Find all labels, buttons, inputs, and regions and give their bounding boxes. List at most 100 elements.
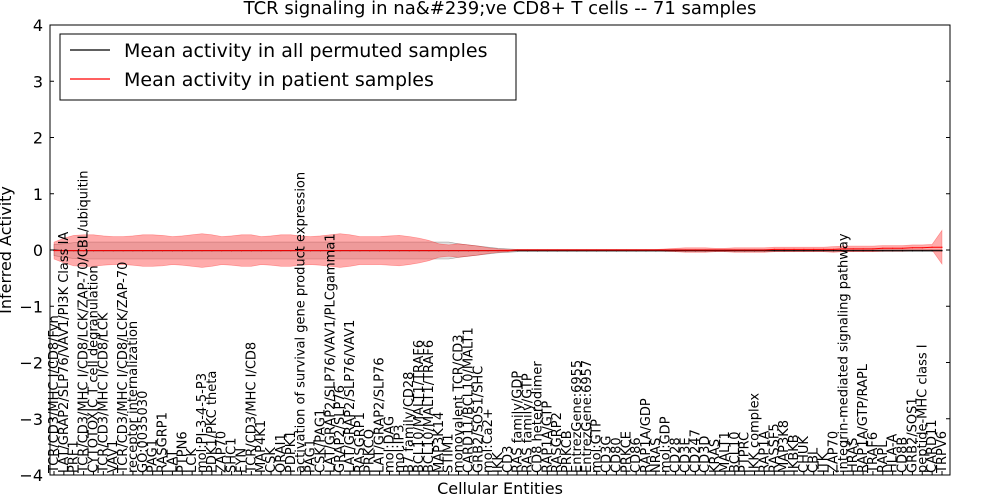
category-label: BCL10/MALT1/TRAF6 [422, 340, 437, 473]
y-tick-label: 2 [33, 129, 43, 148]
data-point [724, 249, 726, 251]
data-point [911, 247, 914, 249]
data-point [675, 249, 677, 251]
data-point [428, 250, 430, 252]
data-point [803, 250, 805, 252]
data-point [221, 250, 223, 252]
data-point [635, 249, 637, 251]
data-point [921, 250, 923, 252]
data-point [911, 250, 914, 252]
data-point [379, 250, 381, 252]
data-point [260, 250, 262, 252]
data-point [319, 250, 321, 252]
data-point [566, 249, 568, 251]
category-label: RAP1A/GDP [639, 398, 654, 473]
data-point [783, 250, 785, 252]
category-label: CARD11/BCL10/MALT1 [461, 327, 476, 473]
band-patient [53, 229, 943, 268]
category-label: receptor internalization [126, 321, 141, 473]
data-point [832, 250, 835, 252]
category-label: B7 family/CD28 [402, 372, 417, 473]
data-point [231, 250, 233, 252]
data-point [487, 250, 489, 252]
category-label: LAT/GRAP2/SLP76/VAV1 [343, 320, 358, 473]
category-label: LAT/GRAP2/SLP76/VAV1/PI3K Class IA [57, 232, 72, 473]
data-point [161, 250, 164, 252]
category-label: HRAS [846, 438, 861, 473]
category-label: mol:DAG [383, 416, 398, 473]
data-point [398, 250, 400, 252]
category-label: STIM1 [442, 433, 457, 473]
data-point [832, 248, 835, 250]
category-label: mol:GTP [590, 419, 605, 473]
category-label: PRKCQ [363, 429, 378, 473]
category-label: CD80 [609, 437, 624, 473]
data-point [813, 248, 815, 250]
category-label: RAPL [876, 440, 891, 473]
y-tick-label: −1 [19, 297, 43, 316]
data-point [122, 250, 124, 252]
data-point [418, 250, 420, 252]
data-point [556, 249, 558, 251]
data-point [438, 250, 440, 252]
category-label: BCL10/MALT1/TRAF6 [412, 340, 427, 473]
category-label: IKBKB [787, 434, 802, 473]
category-label: PRKCB [560, 430, 575, 473]
data-point [842, 250, 844, 252]
category-label: NRAS [649, 438, 664, 473]
data-point [852, 248, 854, 250]
data-point [773, 248, 775, 250]
data-point [842, 248, 844, 250]
data-point [941, 246, 943, 248]
category-label: RAS family/GDP [511, 371, 526, 473]
category-label: CD8B [896, 437, 911, 473]
category-label: CARD11 [925, 419, 940, 473]
data-point [211, 250, 213, 252]
data-point [191, 250, 193, 252]
category-label: TCR/CD3/MHC I/CD8 [244, 342, 259, 474]
category-label: integrin-mediated signaling pathway [836, 233, 851, 473]
data-point [892, 250, 894, 252]
category-label: PAG1 [146, 439, 161, 473]
data-point [753, 249, 756, 251]
category-label: GRB2/SOS1/SHC [471, 366, 486, 473]
category-label: GO:0035030 [136, 391, 151, 473]
category-labels: TCR/CD3/MHC I/CD8/FynLAT/GRAP2/SLP76/VAV… [47, 170, 950, 475]
data-point [655, 249, 657, 251]
category-label: TCR/CD3/MHC I/CD8/LCK/ZAP-70 [116, 262, 131, 474]
category-label: TRAF6 [866, 432, 881, 474]
category-label: EntrezGene:6957 [580, 360, 595, 473]
category-label: RASGRP2 [550, 412, 565, 473]
data-point [823, 248, 825, 250]
category-label: MAP3K8 [777, 420, 792, 473]
data-point [625, 249, 627, 251]
category-label: CD3D [698, 436, 713, 473]
data-point [477, 250, 479, 252]
category-label: CD86 [629, 437, 644, 473]
category-label: CSK [264, 447, 279, 473]
data-point [250, 250, 252, 252]
y-tick-label: −3 [19, 410, 43, 429]
data-point [171, 250, 173, 252]
category-label: VAV1 [106, 440, 121, 473]
category-label: mol:IP3 [392, 424, 407, 473]
category-label: GRAP2/SLP76 [333, 385, 348, 473]
category-label: MAP3K14 [432, 412, 447, 473]
data-point [665, 249, 667, 251]
category-label: HLA-A [886, 434, 901, 473]
category-label: CD3G [600, 436, 615, 473]
y-tick-label: 3 [33, 72, 43, 91]
data-point [803, 248, 805, 250]
data-point [63, 250, 65, 252]
data-point [921, 247, 923, 249]
category-label: MAP4K1 [254, 420, 269, 473]
data-point [931, 250, 933, 252]
data-point [704, 249, 706, 251]
category-label: mol:PI-3-4-5-P3 [195, 373, 210, 473]
category-label: CSK/PAG1 [313, 409, 328, 473]
data-point [882, 247, 884, 249]
data-point [132, 250, 134, 252]
data-point [339, 250, 341, 252]
category-label: EntrezGene:6955 [570, 360, 585, 473]
data-point [270, 250, 272, 252]
